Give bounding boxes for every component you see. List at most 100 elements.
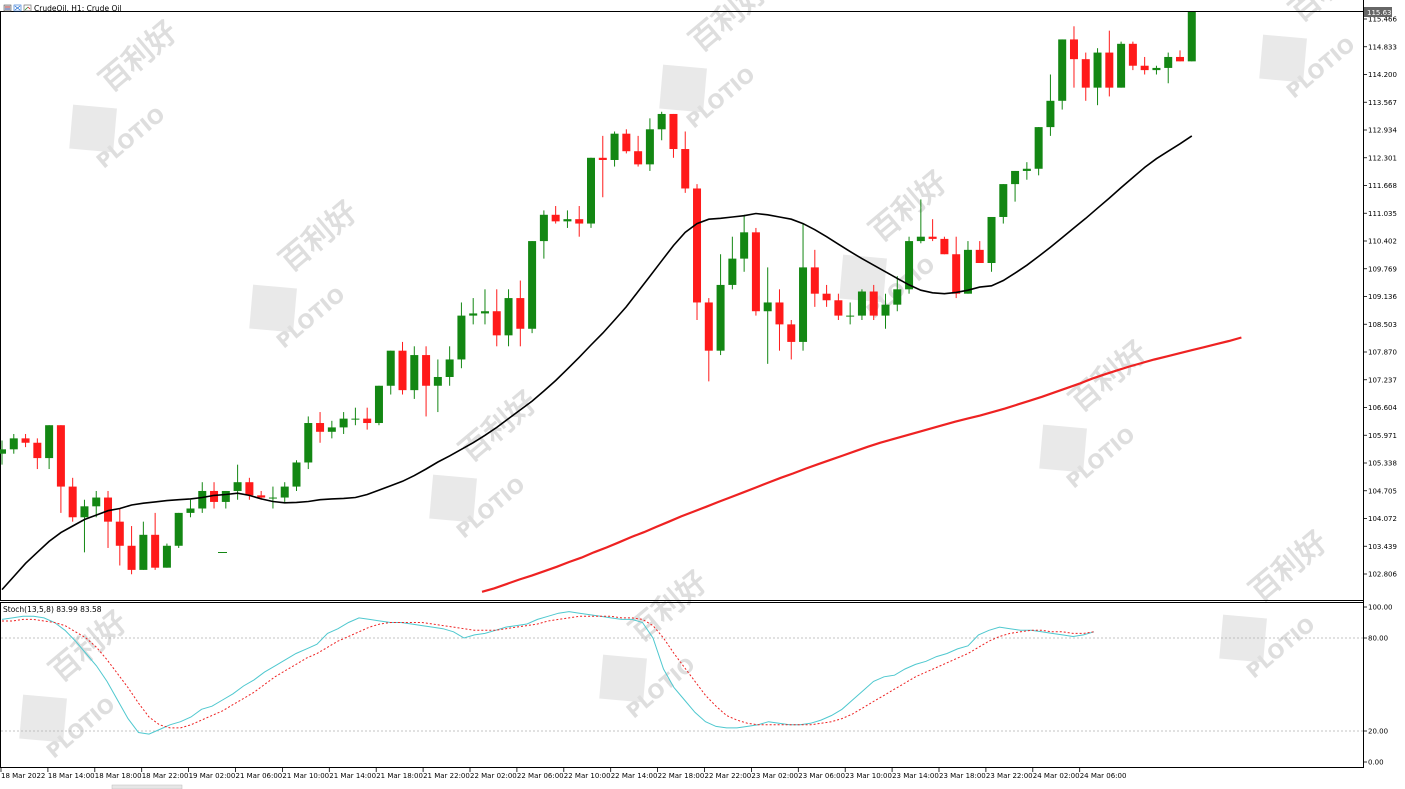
candle [0, 440, 6, 465]
time-tick-label: 18 Mar 22:00 [142, 772, 189, 780]
candle [92, 490, 101, 518]
stoch-main-line [1, 611, 1095, 735]
price-tick-label: 114.833 [1368, 43, 1397, 51]
price-tick-label: 109.136 [1368, 293, 1397, 301]
candle-body [1164, 56, 1173, 68]
price-tick-label: 106.604 [1368, 404, 1397, 412]
price-tick-label: 107.870 [1368, 349, 1397, 357]
candle [716, 254, 725, 356]
chart-menu-icon[interactable] [3, 4, 12, 12]
candle [539, 210, 548, 259]
candle [728, 236, 737, 290]
candle-body [987, 216, 996, 264]
candle [645, 118, 654, 171]
price-tick-label: 113.567 [1368, 99, 1397, 107]
candle [1081, 52, 1090, 101]
candle-body [9, 438, 18, 450]
current-price-tag: 115.636 [1364, 7, 1396, 17]
candle [186, 499, 195, 518]
candle-body [999, 184, 1008, 217]
candle-body [174, 512, 183, 546]
candle [704, 298, 713, 382]
candle-body [1034, 127, 1043, 169]
candle [516, 280, 525, 347]
candle [1069, 26, 1078, 88]
price-tick-label: 112.301 [1368, 154, 1397, 162]
time-tick-label: 24 Mar 02:00 [1033, 772, 1080, 780]
time-tick-label: 23 Mar 22:00 [986, 772, 1033, 780]
candle-body [1140, 65, 1149, 71]
candle [598, 135, 607, 198]
candle [1176, 50, 1184, 62]
candle-body [916, 236, 925, 242]
candle [127, 526, 136, 575]
chart-sync-icon[interactable] [13, 4, 22, 12]
time-tick-label: 23 Mar 18:00 [939, 772, 986, 780]
candle-body [657, 113, 666, 130]
candle [33, 438, 42, 470]
candle-body [810, 267, 819, 294]
candle-body [292, 462, 301, 487]
candle [68, 477, 77, 522]
candle-body [1058, 39, 1067, 101]
price-tick-label: 107.237 [1368, 376, 1397, 384]
candle-body [1069, 39, 1078, 60]
candle [1105, 30, 1114, 97]
candle [952, 236, 961, 299]
candle [775, 289, 784, 351]
candle-body [1046, 100, 1055, 128]
candle-body [162, 545, 171, 568]
candle-body [433, 376, 442, 386]
chart-type-icon[interactable] [23, 4, 32, 12]
candle-body [56, 425, 65, 487]
price-tick-label: 105.338 [1368, 460, 1397, 468]
candle-body [869, 291, 878, 316]
watermark-cn-text: 百利好 [1063, 335, 1154, 420]
candle-body [268, 497, 277, 499]
candle-body [893, 289, 902, 305]
candle [657, 111, 666, 141]
candle [363, 407, 372, 430]
candle-body [1117, 43, 1126, 88]
candlestick-series [0, 12, 1196, 575]
candle-body [1152, 67, 1161, 71]
candle-body [316, 423, 325, 432]
time-tick-label: 22 Mar 02:00 [470, 772, 517, 780]
time-tick-label: 18 Mar 14:00 [48, 772, 95, 780]
candle-body [492, 311, 501, 336]
candle-body [339, 418, 348, 428]
time-tick-label: 21 Mar 22:00 [423, 772, 470, 780]
candle-body [575, 219, 584, 224]
candle [504, 289, 513, 347]
current-price-label: 115.636 [1367, 9, 1396, 17]
time-tick-label: 23 Mar 10:00 [845, 772, 892, 780]
candle-body [1128, 43, 1137, 66]
candle [751, 227, 760, 316]
candle-body [480, 311, 489, 314]
candle [56, 425, 65, 513]
price-tick-label: 109.769 [1368, 265, 1397, 273]
candle-body [445, 359, 454, 377]
candle-body [104, 497, 113, 522]
price-axis: 115.466 114.833 114.200 113.567 112.934 112.3… [1363, 16, 1397, 579]
stoch-tick-label: 0.00 [1368, 759, 1384, 767]
watermark-cn-text: 百利好 [683, 0, 774, 59]
price-tick-label: 104.072 [1368, 515, 1397, 523]
stochastic-axis: 100.00 80.00 20.00 0.00 [1363, 604, 1393, 767]
candle [327, 420, 336, 439]
candle-body [634, 151, 643, 165]
candle [162, 543, 171, 568]
candle [1140, 56, 1149, 75]
bottom-scrollbar[interactable] [111, 784, 183, 789]
candle [422, 346, 431, 417]
candle-body [775, 302, 784, 325]
candle-body [728, 258, 737, 285]
price-tick-label: 103.439 [1368, 543, 1397, 551]
candle-body [504, 298, 513, 336]
time-tick-label: 22 Mar 06:00 [517, 772, 564, 780]
candle [799, 223, 808, 351]
candle-body [751, 232, 760, 312]
